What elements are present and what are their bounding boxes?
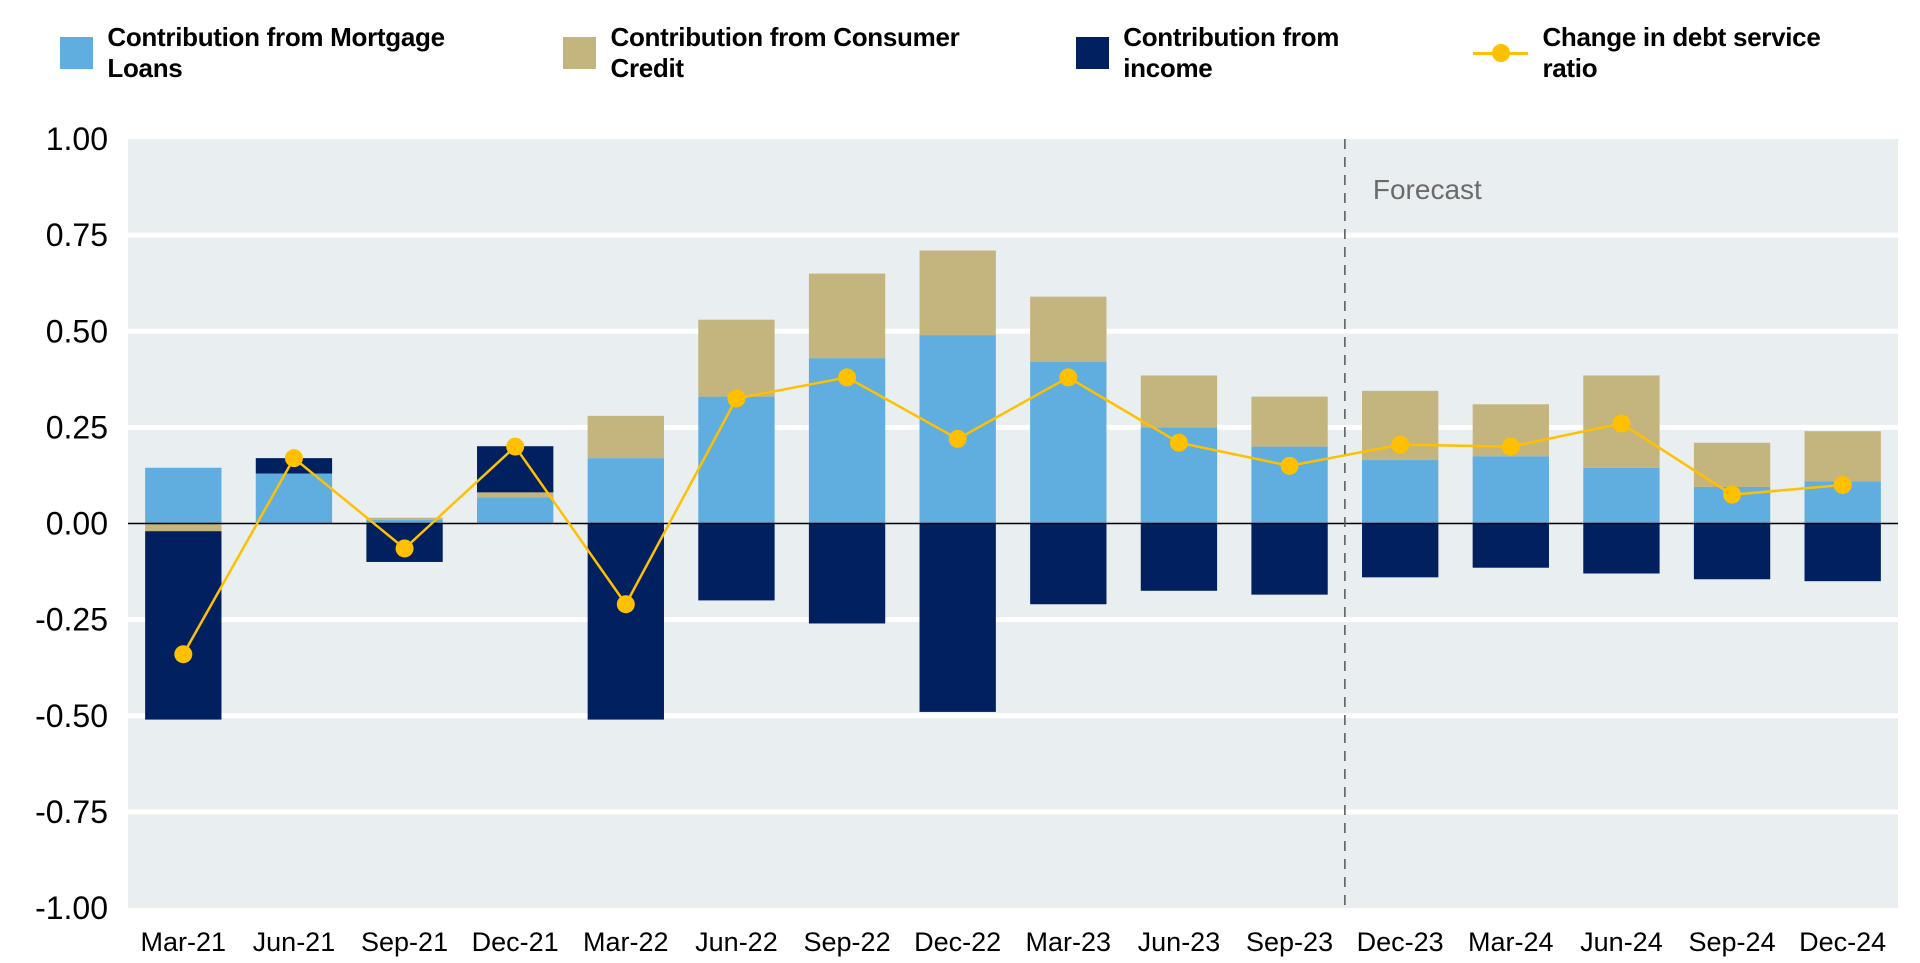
y-tick-label: 0.75 <box>46 217 108 253</box>
dsr-point <box>1059 368 1078 387</box>
dsr-point <box>174 645 193 664</box>
bar-mortgage <box>1362 460 1439 524</box>
dsr-point <box>1391 435 1410 454</box>
bar-mortgage <box>919 335 996 524</box>
dsr-point <box>395 539 414 558</box>
dsr-point <box>1280 456 1299 475</box>
bar-income <box>808 523 886 624</box>
x-tick-label: Jun-22 <box>695 927 778 957</box>
forecast-annotation: Forecast <box>1373 174 1482 205</box>
dsr-point <box>616 595 635 614</box>
dsr-point <box>1833 476 1852 495</box>
bar-mortgage <box>366 519 443 524</box>
legend-item-dsr: Change in debt service ratio <box>1473 22 1876 84</box>
x-axis-tick-labels: Mar-21 Jun-21 Sep-21 Dec-21 Mar-22 Jun-22 Sep-… <box>141 927 1887 957</box>
dsr-point <box>1501 437 1520 456</box>
legend-label-consumer-credit: Contribution from Consumer Credit <box>610 22 960 83</box>
x-tick-label: Jun-23 <box>1138 927 1221 957</box>
x-tick-label: Dec-24 <box>1799 927 1886 957</box>
x-tick-label: Sep-23 <box>1246 927 1333 957</box>
bar-income <box>145 531 222 720</box>
legend-swatch-mortgage <box>60 37 94 69</box>
dsr-point <box>948 429 967 448</box>
bar-mortgage <box>477 497 554 524</box>
x-tick-label: Sep-22 <box>804 927 891 957</box>
x-tick-label: Dec-23 <box>1357 927 1444 957</box>
bar-mortgage <box>698 396 775 524</box>
bar-income <box>1583 523 1660 574</box>
legend-item-consumer-credit: Contribution from Consumer Credit <box>563 22 1032 84</box>
y-tick-label: -0.25 <box>35 602 108 638</box>
bar-consumer-credit <box>145 523 222 532</box>
dsr-point <box>838 368 857 387</box>
legend-swatch-consumer-credit <box>563 37 597 69</box>
y-axis-tick-labels: 1.00 0.75 0.50 0.25 0.00 -0.25 -0.50 -0.75 -1.00 <box>35 121 108 926</box>
bar-income <box>1140 523 1218 591</box>
y-tick-label: -0.75 <box>35 794 108 830</box>
legend-item-income: Contribution from income <box>1075 22 1430 84</box>
x-tick-label: Sep-24 <box>1689 927 1776 957</box>
legend-label-mortgage: Contribution from Mortgage Loans <box>107 22 445 83</box>
bar-consumer-credit <box>919 250 996 336</box>
y-tick-label: 0.50 <box>46 313 108 349</box>
bar-mortgage <box>145 467 222 524</box>
bar-mortgage <box>587 458 664 524</box>
y-tick-label: -1.00 <box>35 890 108 926</box>
bar-income <box>1472 523 1549 568</box>
x-tick-label: Jun-24 <box>1580 927 1663 957</box>
bar-consumer-credit <box>1804 431 1881 482</box>
dsr-point <box>506 437 525 456</box>
dsr-point <box>284 449 303 468</box>
legend-swatch-income <box>1075 37 1110 69</box>
x-tick-label: Mar-21 <box>141 927 227 957</box>
bar-income <box>1362 523 1439 578</box>
x-tick-label: Sep-21 <box>361 927 448 957</box>
x-tick-label: Mar-24 <box>1468 927 1554 957</box>
y-tick-label: 0.25 <box>46 409 108 445</box>
bar-consumer-credit <box>1030 296 1107 363</box>
legend-label-income: Contribution from income <box>1123 22 1340 83</box>
bar-consumer-credit <box>366 517 443 520</box>
x-tick-label: Mar-23 <box>1026 927 1112 957</box>
bar-consumer-credit <box>477 492 554 498</box>
chart-legend: Contribution from Mortgage Loans Contrib… <box>60 22 1920 84</box>
dsr-polyline <box>182 375 1843 655</box>
bar-consumer-credit <box>1251 396 1328 447</box>
bar-income <box>1693 523 1771 580</box>
dsr-point <box>727 389 746 408</box>
bar-mortgage <box>1583 467 1660 524</box>
legend-label-dsr: Change in debt service ratio <box>1542 22 1821 83</box>
x-tick-label: Dec-21 <box>472 927 559 957</box>
bar-consumer-credit <box>1140 375 1218 428</box>
x-tick-label: Jun-21 <box>253 927 336 957</box>
bar-mortgage <box>1472 456 1549 524</box>
legend-line-marker-icon <box>1473 37 1529 69</box>
y-tick-label: 0.00 <box>46 506 108 542</box>
x-tick-label: Dec-22 <box>914 927 1001 957</box>
y-tick-label: -0.50 <box>35 698 108 734</box>
bar-income <box>1251 523 1328 595</box>
x-tick-label: Mar-22 <box>583 927 669 957</box>
bar-income <box>919 523 996 712</box>
bar-consumer-credit <box>1693 442 1771 487</box>
y-tick-label: 1.00 <box>46 121 108 157</box>
bar-consumer-credit <box>808 273 886 359</box>
dsr-point <box>1612 414 1631 433</box>
bar-mortgage <box>255 473 333 524</box>
dsr-point <box>1169 433 1188 452</box>
legend-item-mortgage: Contribution from Mortgage Loans <box>60 22 519 84</box>
bar-income <box>1030 523 1107 605</box>
bar-mortgage <box>1030 362 1107 524</box>
dsr-point <box>1723 485 1742 504</box>
dsr-line <box>174 368 1852 664</box>
bar-income <box>698 523 775 601</box>
bar-income <box>1804 523 1881 582</box>
bar-consumer-credit <box>587 415 664 459</box>
bar-consumer-credit <box>698 319 775 397</box>
